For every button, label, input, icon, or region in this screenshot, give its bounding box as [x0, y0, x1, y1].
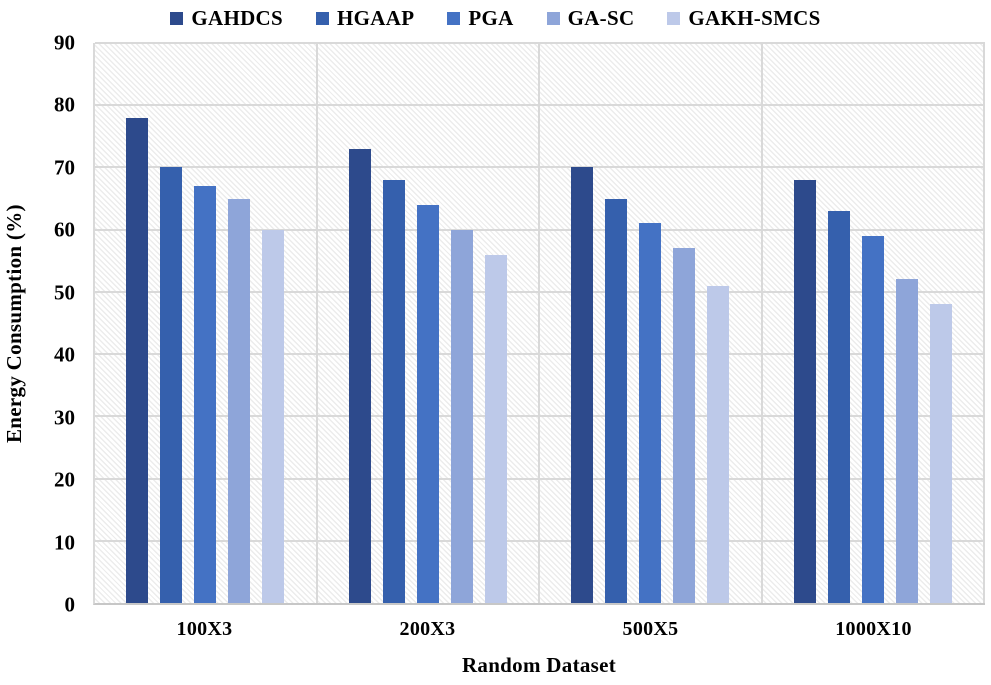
- legend-label: PGA: [468, 5, 514, 30]
- bar-ga-sc-100x3: [228, 198, 251, 603]
- bar-gahdcs-200x3: [348, 148, 371, 603]
- y-axis-tick-labels: 0 10 20 30 40 50 60 70 80 90: [0, 32, 85, 615]
- gridline-80: [95, 104, 985, 107]
- gridline-30: [95, 415, 985, 418]
- bar-gahdcs-500x5: [571, 167, 594, 603]
- y-tick-label: 50: [54, 280, 75, 305]
- legend-item-hgaap: HGAAP: [316, 6, 414, 31]
- chart-legend: GAHDCS HGAAP PGA GA-SC GAKH-SMCS: [0, 2, 991, 34]
- bar-ga-sc-500x5: [673, 248, 696, 603]
- x-axis-title: Random Dataset: [461, 653, 617, 677]
- bar-gahdcs-100x3: [126, 117, 149, 603]
- bar-gakh-smcs-100x3: [262, 229, 285, 603]
- bar-hgaap-100x3: [160, 167, 183, 603]
- bar-pga-200x3: [416, 204, 439, 603]
- legend-marker-gahdcs: [170, 11, 184, 25]
- gridline-90: [95, 42, 985, 44]
- x-tick-label-100x3: 100X3: [176, 618, 233, 640]
- bar-group-500x5: [540, 43, 763, 603]
- legend-label: GAHDCS: [191, 5, 284, 30]
- plot-area: [93, 42, 985, 605]
- bar-hgaap-1000x10: [827, 211, 850, 603]
- gridline-50: [95, 290, 985, 293]
- x-tick-label-1000x10: 1000X10: [835, 618, 912, 640]
- gridline-70: [95, 166, 985, 169]
- bar-gahdcs-1000x10: [793, 179, 816, 603]
- bar-pga-1000x10: [861, 235, 884, 603]
- legend-marker-pga: [447, 11, 461, 25]
- x-axis-tick-labels: 100X3 200X3 500X5 1000X10: [93, 618, 985, 641]
- y-tick-label: 90: [54, 30, 75, 55]
- gridline-40: [95, 353, 985, 356]
- bar-ga-sc-1000x10: [895, 279, 918, 603]
- legend-label: GAKH-SMCS: [688, 5, 821, 30]
- bar-group-100x3: [95, 43, 318, 603]
- bar-hgaap-200x3: [382, 179, 405, 603]
- bar-gakh-smcs-200x3: [484, 254, 507, 603]
- bar-pga-500x5: [639, 223, 662, 603]
- y-tick-label: 70: [54, 155, 75, 180]
- y-tick-label: 20: [54, 467, 75, 492]
- x-tick-label-200x3: 200X3: [399, 618, 456, 640]
- y-tick-label: 0: [64, 592, 76, 617]
- gridline-60: [95, 228, 985, 231]
- bar-group-200x3: [318, 43, 540, 603]
- legend-item-pga: PGA: [447, 6, 513, 31]
- gridline-10: [95, 539, 985, 542]
- legend-label: HGAAP: [337, 5, 415, 30]
- legend-item-ga-sc: GA-SC: [546, 5, 635, 31]
- y-tick-label: 80: [54, 92, 75, 117]
- legend-marker-gakh-smcs: [667, 11, 681, 25]
- legend-item-gakh-smcs: GAKH-SMCS: [667, 6, 820, 31]
- gridline-20: [95, 477, 985, 480]
- legend-item-gahdcs: GAHDCS: [170, 6, 283, 31]
- bar-gakh-smcs-1000x10: [929, 304, 952, 603]
- y-tick-label: 10: [54, 530, 75, 555]
- legend-marker-hgaap: [316, 11, 330, 25]
- y-tick-label: 60: [54, 217, 75, 242]
- bar-ga-sc-200x3: [450, 229, 473, 603]
- x-tick-label-500x5: 500X5: [622, 618, 679, 640]
- legend-label: GA-SC: [567, 5, 635, 30]
- y-tick-label: 40: [54, 342, 75, 367]
- bar-gakh-smcs-500x5: [707, 285, 730, 603]
- bar-hgaap-500x5: [605, 198, 628, 603]
- bar-group-1000x10: [763, 43, 985, 603]
- legend-marker-ga-sc: [546, 11, 560, 25]
- bar-pga-100x3: [194, 186, 217, 603]
- y-tick-label: 30: [54, 405, 75, 430]
